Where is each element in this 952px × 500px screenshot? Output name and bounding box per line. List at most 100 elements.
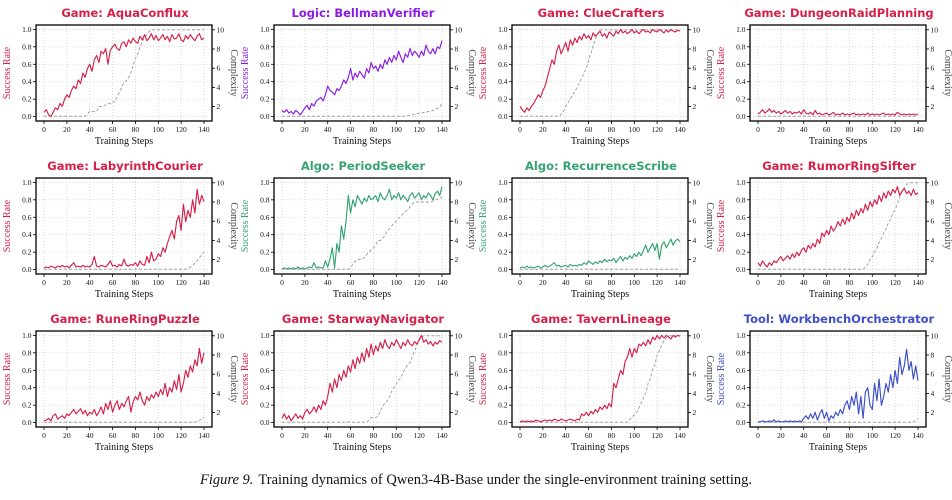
success-line [43,188,205,269]
subplot-title: Game: RuneRingPuzzle [50,312,200,326]
subplot-title: Game: RumorRingSifter [762,159,916,173]
x-tick-label: 0 [756,278,760,287]
x-tick-label: 100 [867,431,879,440]
x-tick-label: 80 [608,125,616,134]
success-line [281,334,443,422]
x-tick-label: 80 [132,278,140,287]
x-tick-label: 0 [518,431,522,440]
y-axis-label-complexity: Complexity [466,355,476,402]
chart-canvas: 0 20 40 60 80 100 120 140 0.0 0.2 0.4 0.6 0.8 1.0 2 4 6 8… [240,330,477,453]
y-right-tick-label: 4 [931,236,935,245]
x-tick-label: 80 [846,278,854,287]
y-right-tick-label: 8 [931,198,935,207]
x-tick-label: 80 [370,278,378,287]
y-right-tick-label: 4 [693,389,697,398]
y-left-tick-label: 0.0 [260,112,270,121]
y-left-tick-label: 0.8 [22,348,32,357]
y-right-tick-label: 10 [455,331,463,340]
y-axis-label-complexity: Complexity [942,49,952,96]
y-right-tick-label: 4 [455,389,459,398]
y-axis-label-success-rate: Success Rate [478,199,489,252]
y-left-tick-label: 0.2 [260,95,270,104]
y-axis-label-complexity: Complexity [942,202,952,249]
x-axis-label: Training Steps [809,289,867,300]
y-right-tick-label: 2 [217,102,221,111]
complexity-line [282,335,442,423]
y-left-tick-label: 0.8 [260,195,270,204]
x-tick-label: 100 [153,431,165,440]
subplot-title: Game: StarwayNavigator [281,312,445,326]
y-right-tick-label: 8 [217,351,221,360]
y-left-tick-label: 0.6 [260,213,270,222]
x-tick-label: 0 [280,278,284,287]
y-right-tick-label: 10 [693,25,701,34]
y-left-tick-label: 0.0 [736,265,746,274]
y-right-tick-label: 6 [217,370,221,379]
y-left-tick-label: 1.0 [260,25,270,34]
y-left-tick-label: 0.0 [736,112,746,121]
y-left-tick-label: 1.0 [22,178,32,187]
x-tick-label: 60 [109,125,117,134]
x-tick-label: 40 [562,125,570,134]
subplot-title: Game: LabyrinthCourier [47,159,203,173]
x-tick-label: 100 [391,431,403,440]
y-right-tick-label: 4 [693,236,697,245]
x-tick-label: 0 [518,125,522,134]
y-left-tick-label: 0.2 [736,95,746,104]
x-tick-label: 120 [175,431,187,440]
y-left-tick-label: 0.6 [736,60,746,69]
y-right-tick-label: 6 [931,217,935,226]
x-axis-label: Training Steps [333,136,391,147]
y-left-tick-label: 0.4 [22,77,32,86]
x-tick-label: 100 [867,278,879,287]
y-axis-label-complexity: Complexity [228,49,238,96]
y-left-tick-label: 0.6 [736,213,746,222]
y-left-tick-label: 0.0 [498,265,508,274]
x-tick-label: 120 [413,125,425,134]
subplot-recurrencescribe: Algo: RecurrenceScribe 0 20 40 60 80 100 120 140… [476,158,715,311]
y-left-tick-label: 1.0 [22,331,32,340]
y-right-tick-label: 10 [693,331,701,340]
x-axis-label: Training Steps [95,136,153,147]
y-left-tick-label: 0.6 [22,213,32,222]
subplot-rumorringsifter: Game: RumorRingSifter 0 20 40 60 80 100 120 140 0… [714,158,952,311]
plot-border [511,177,689,275]
y-axis-label-success-rate: Success Rate [2,352,13,405]
y-left-tick-label: 0.6 [498,60,508,69]
subplot-cluecrafters: Game: ClueCrafters 0 20 40 60 80 100 120 140 0.0 0… [476,5,715,158]
x-tick-label: 60 [585,125,593,134]
paper-figure: Game: AquaConflux 0 20 40 60 80 100 120 140 0.0 0.… [2,5,952,488]
complexity-line [520,29,680,117]
y-axis-label-success-rate: Success Rate [716,352,727,405]
y-right-tick-label: 8 [455,45,459,54]
subplot-tavernlineage: Game: TavernLineage 0 20 40 60 80 100 120 140 0.0… [476,311,715,464]
plot-border [35,24,213,122]
y-left-tick-label: 0.2 [260,401,270,410]
y-right-tick-label: 10 [931,25,939,34]
y-left-tick-label: 0.6 [736,366,746,375]
x-tick-label: 40 [800,278,808,287]
x-tick-label: 100 [629,125,641,134]
y-left-tick-label: 0.8 [736,195,746,204]
x-axis-label: Training Steps [571,289,629,300]
y-axis-label-complexity: Complexity [228,202,238,249]
y-left-tick-label: 0.2 [736,401,746,410]
x-tick-label: 40 [562,431,570,440]
chart-canvas: 0 20 40 60 80 100 120 140 0.0 0.2 0.4 0.6 0.8 1.0 2 4 6 8… [716,24,952,147]
x-tick-label: 20 [539,278,547,287]
complexity-line [520,335,680,423]
y-right-tick-label: 8 [455,351,459,360]
subplot-title: Game: AquaConflux [61,6,189,20]
y-right-tick-label: 8 [217,45,221,54]
subplot-dungeonraidplanning: Game: DungeonRaidPlanning 0 20 40 60 80 100 120… [714,5,952,158]
x-tick-label: 100 [391,125,403,134]
y-left-tick-label: 0.2 [22,248,32,257]
x-tick-label: 140 [674,125,686,134]
subplot-title: Logic: BellmanVerifier [291,6,435,20]
y-left-tick-label: 0.0 [22,418,32,427]
y-right-tick-label: 8 [693,198,697,207]
y-right-tick-label: 4 [455,236,459,245]
x-tick-label: 60 [347,278,355,287]
y-left-tick-label: 0.8 [498,348,508,357]
success-line [519,28,681,113]
